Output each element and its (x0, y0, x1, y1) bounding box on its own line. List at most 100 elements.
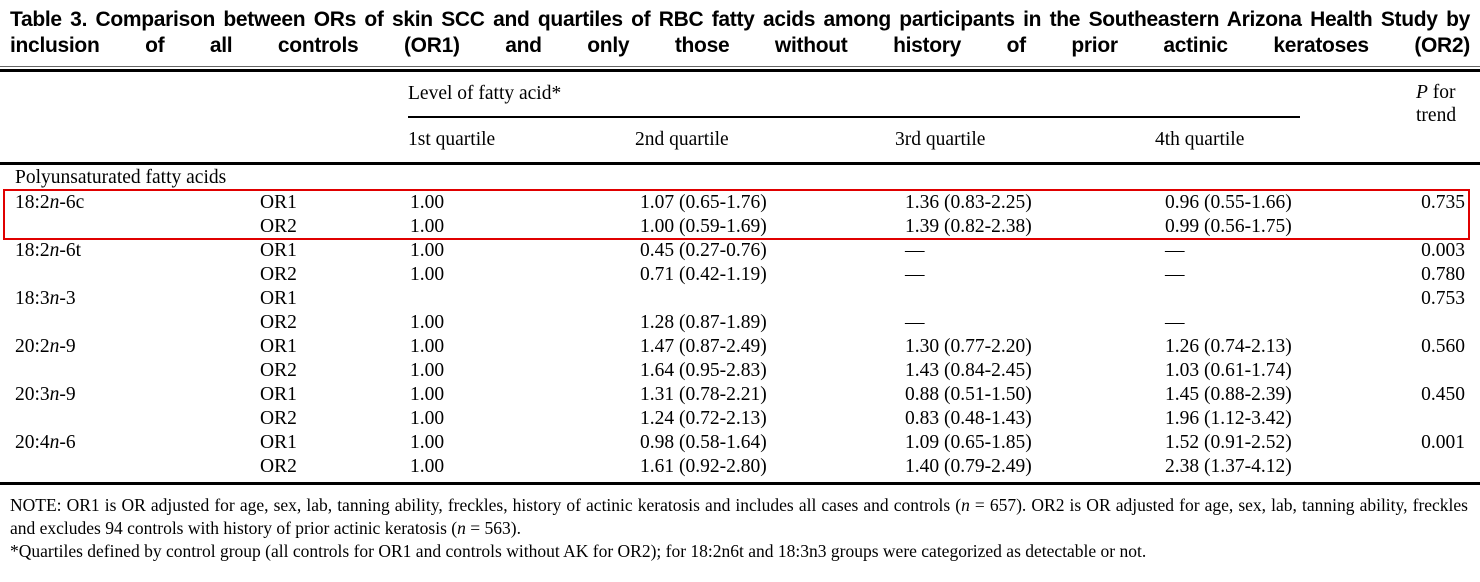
q1-value: 1.00 (410, 432, 445, 453)
q2-value (640, 287, 905, 311)
top-rule (0, 66, 1480, 72)
q1-value: 1.00 (410, 336, 445, 357)
col-header-p-trend: P for trend (1416, 82, 1457, 126)
table-body: Polyunsaturated fatty acids 18:2n-6c OR1… (0, 165, 1480, 479)
p-trend-value: 0.450 (1421, 384, 1465, 405)
or-label: OR1 (260, 432, 297, 453)
q2-value: 1.28 (0.87-1.89) (640, 312, 767, 333)
or-label: OR2 (260, 264, 297, 285)
table-row: OR2 1.00 1.61 (0.92-2.80) 1.40 (0.79-2.4… (0, 455, 1480, 479)
q4-value: — (1165, 264, 1185, 285)
fatty-acid-label: 20:3n-9 (15, 384, 76, 405)
q2-value: 1.24 (0.72-2.13) (640, 408, 767, 429)
table-row: 20:2n-9 OR1 1.00 1.47 (0.87-2.49) 1.30 (… (0, 335, 1480, 359)
fatty-acid-label (0, 359, 260, 383)
q4-value: 0.99 (0.56-1.75) (1165, 216, 1292, 237)
or-label: OR1 (260, 336, 297, 357)
q4-value: 1.03 (0.61-1.74) (1165, 360, 1292, 381)
q2-value: 1.31 (0.78-2.21) (640, 384, 767, 405)
bottom-rule (0, 482, 1480, 485)
q1-value: 1.00 (410, 360, 445, 381)
p-trend-value (1405, 215, 1480, 239)
or-label: OR2 (260, 456, 297, 477)
or-label: OR2 (260, 312, 297, 333)
q1-value: 1.00 (410, 456, 445, 477)
fatty-acid-label (0, 407, 260, 431)
p-trend-value (1405, 455, 1480, 479)
q2-value: 1.00 (0.59-1.69) (640, 216, 767, 237)
q3-value: 1.40 (0.79-2.49) (905, 456, 1032, 477)
fatty-acid-label (0, 215, 260, 239)
or-label: OR1 (260, 384, 297, 405)
mid-rule (0, 162, 1480, 165)
q3-value: 1.36 (0.83-2.25) (905, 192, 1032, 213)
col-header-q2: 2nd quartile (635, 129, 729, 150)
p-trend-value (1405, 359, 1480, 383)
q3-value: — (905, 240, 925, 261)
q1-value (410, 287, 640, 311)
p-trend-value: 0.003 (1421, 240, 1465, 261)
q2-value: 1.47 (0.87-2.49) (640, 336, 767, 357)
p-trend-value: 0.001 (1421, 432, 1465, 453)
q4-value: 2.38 (1.37-4.12) (1165, 456, 1292, 477)
q1-value: 1.00 (410, 240, 445, 261)
fatty-acid-label: 18:2n-6t (15, 240, 82, 261)
table-row: OR2 1.00 1.64 (0.95-2.83) 1.43 (0.84-2.4… (0, 359, 1480, 383)
q2-value: 0.98 (0.58-1.64) (640, 432, 767, 453)
or-label: OR2 (260, 216, 297, 237)
q4-value: 0.96 (0.55-1.66) (1165, 192, 1292, 213)
footnotes: NOTE: OR1 is OR adjusted for age, sex, l… (0, 485, 1480, 563)
p-trend-value (1405, 407, 1480, 431)
or-label: OR2 (260, 360, 297, 381)
table-row: 18:3n-3 OR1 0.753 (0, 287, 1480, 311)
col-header-q3: 3rd quartile (895, 129, 986, 150)
table-title: Table 3. Comparison between ORs of skin … (10, 8, 1470, 57)
p-trend-value: 0.780 (1421, 264, 1465, 285)
fatty-acid-label (0, 263, 260, 287)
table-row: OR2 1.00 1.28 (0.87-1.89) — — (0, 311, 1480, 335)
q4-value: — (1165, 240, 1185, 261)
or-label: OR1 (260, 288, 297, 309)
q1-value: 1.00 (410, 312, 445, 333)
p-trend-value (1405, 311, 1480, 335)
note-text: NOTE: OR1 is OR adjusted for age, sex, l… (10, 495, 1468, 538)
table-row: 18:2n-6t OR1 1.00 0.45 (0.27-0.76) — — 0… (0, 239, 1480, 263)
q4-value: 1.52 (0.91-2.52) (1165, 432, 1292, 453)
q3-value (905, 287, 1165, 311)
q3-value: 0.83 (0.48-1.43) (905, 408, 1032, 429)
table-row: OR2 1.00 1.00 (0.59-1.69) 1.39 (0.82-2.3… (0, 215, 1480, 239)
fatty-acid-label: 18:2n-6c (15, 192, 85, 213)
q1-value: 1.00 (410, 408, 445, 429)
group-header-label: Level of fatty acid* (408, 83, 562, 104)
p-trend-value: 0.753 (1421, 288, 1465, 309)
q3-value: 1.39 (0.82-2.38) (905, 216, 1032, 237)
q2-value: 1.07 (0.65-1.76) (640, 192, 767, 213)
q2-value: 0.71 (0.42-1.19) (640, 264, 767, 285)
fatty-acid-label: 20:4n-6 (15, 432, 76, 453)
q4-value: 1.26 (0.74-2.13) (1165, 336, 1292, 357)
q3-value: 1.30 (0.77-2.20) (905, 336, 1032, 357)
fatty-acid-label (0, 311, 260, 335)
q3-value: — (905, 312, 925, 333)
q3-value: 1.43 (0.84-2.45) (905, 360, 1032, 381)
asterisk-note-text: *Quartiles defined by control group (all… (10, 541, 1147, 561)
q1-value: 1.00 (410, 216, 445, 237)
q1-value: 1.00 (410, 384, 445, 405)
col-header-q4: 4th quartile (1155, 129, 1245, 150)
q4-value: 1.96 (1.12-3.42) (1165, 408, 1292, 429)
fatty-acid-label (0, 455, 260, 479)
group-header-underline (408, 116, 1300, 118)
q2-value: 1.64 (0.95-2.83) (640, 360, 767, 381)
q3-value: 1.09 (0.65-1.85) (905, 432, 1032, 453)
fatty-acid-label: 18:3n-3 (15, 288, 76, 309)
col-header-q1: 1st quartile (408, 129, 496, 150)
q2-value: 1.61 (0.92-2.80) (640, 456, 767, 477)
table-row: OR2 1.00 0.71 (0.42-1.19) — — 0.780 (0, 263, 1480, 287)
table-row: OR2 1.00 1.24 (0.72-2.13) 0.83 (0.48-1.4… (0, 407, 1480, 431)
table-row: 20:4n-6 OR1 1.00 0.98 (0.58-1.64) 1.09 (… (0, 431, 1480, 455)
column-header: Level of fatty acid* 1st quartile 2nd qu… (0, 72, 1480, 162)
q4-value: — (1165, 312, 1185, 333)
q4-value (1165, 287, 1405, 311)
q3-value: 0.88 (0.51-1.50) (905, 384, 1032, 405)
or-label: OR2 (260, 408, 297, 429)
